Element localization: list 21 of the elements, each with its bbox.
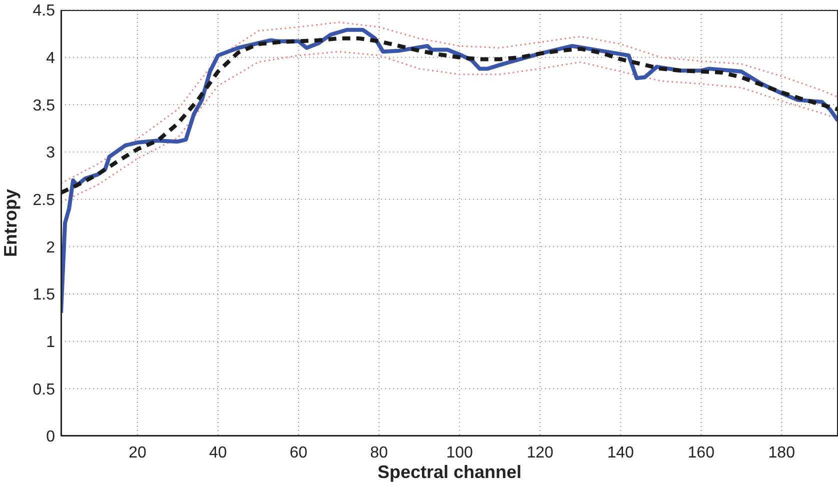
y-tick-label: 1.5 [32, 286, 56, 304]
y-tick-label: 2 [46, 239, 56, 256]
y-tick-label: 0.5 [32, 381, 56, 398]
y-tick-label: 0 [46, 428, 56, 446]
x-tick-label: 80 [370, 444, 388, 462]
y-tick-label: 3 [46, 144, 56, 162]
x-tick-label: 180 [768, 444, 796, 462]
x-tick-label: 60 [290, 444, 308, 462]
y-axis-title: Entropy [0, 188, 20, 258]
y-tick-label: 2.5 [32, 192, 56, 210]
x-tick-label: 40 [209, 444, 228, 462]
y-tick-label: 4 [46, 50, 56, 68]
y-tick-label: 1 [46, 334, 56, 352]
x-tick-label: 160 [688, 444, 715, 462]
x-tick-label: 20 [128, 444, 146, 462]
y-tick-label: 4.5 [32, 2, 56, 20]
x-tick-label: 100 [446, 444, 474, 462]
x-tick-label: 140 [607, 444, 634, 462]
x-tick-label: 120 [526, 444, 554, 462]
x-axis-title: Spectral channel [377, 462, 522, 482]
y-tick-label: 3.5 [32, 97, 56, 114]
